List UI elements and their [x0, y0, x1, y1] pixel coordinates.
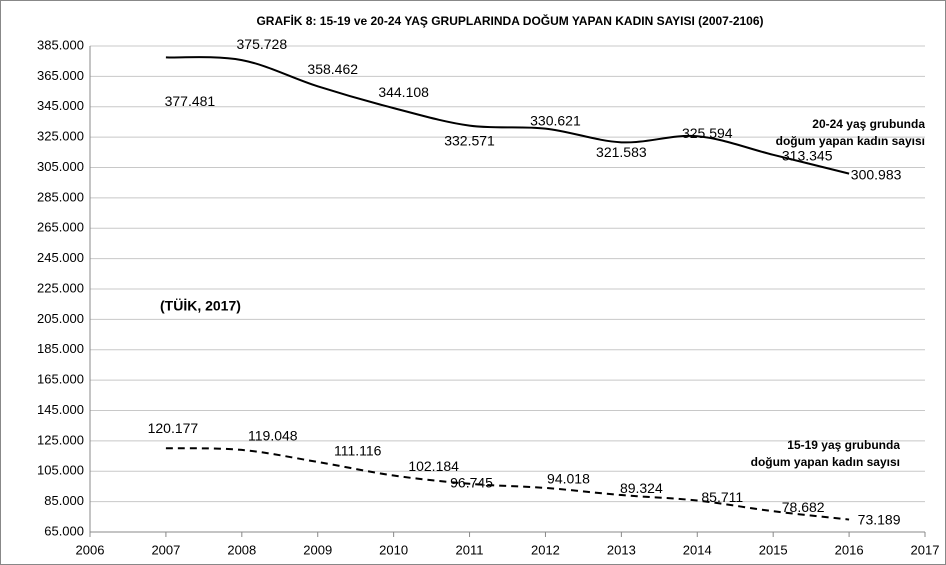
y-tick-label: 305.000	[37, 159, 84, 174]
data-label: 85.711	[701, 489, 743, 505]
series-name: 15-19 yaş grubunda doğum yapan kadın say…	[750, 438, 900, 469]
line-series	[165, 447, 850, 521]
data-label: 377.481	[165, 93, 216, 109]
y-tick-label: 225.000	[37, 280, 84, 295]
x-tick-label: 2016	[835, 542, 864, 557]
y-tick-label: 125.000	[37, 432, 84, 447]
data-label: 375.728	[237, 36, 288, 52]
line-series	[165, 56, 850, 175]
data-label: 330.621	[530, 112, 581, 128]
y-tick-label: 205.000	[37, 311, 84, 326]
y-tick-label: 65.000	[44, 523, 84, 538]
data-label: 73.189	[858, 511, 901, 527]
series-label: 20-24 yaş grubunda doğum yapan kadın say…	[775, 117, 925, 148]
x-tick-label: 2006	[76, 542, 105, 557]
x-tick-label: 2011	[456, 542, 484, 557]
y-tick-label: 145.000	[37, 402, 84, 417]
data-label: 358.462	[307, 61, 358, 77]
y-tick-label: 105.000	[37, 463, 84, 478]
y-tick-label: 165.000	[37, 372, 84, 387]
y-tick-label: 385.000	[37, 37, 84, 52]
y-tick-label: 85.000	[44, 493, 84, 508]
data-label: 120.177	[148, 420, 199, 436]
y-tick-label: 365.000	[37, 68, 84, 83]
data-label: 96.745	[450, 474, 493, 490]
data-label: 111.116	[334, 443, 382, 459]
x-tick-label: 2014	[683, 542, 712, 557]
y-tick-label: 325.000	[37, 129, 84, 144]
data-label: 325.594	[682, 125, 733, 141]
data-label: 102.184	[408, 458, 459, 474]
y-tick-label: 185.000	[37, 341, 84, 356]
chart-title: GRAFİK 8: 15-19 ve 20-24 YAŞ GRUPLARINDA…	[256, 13, 763, 28]
data-label: 344.108	[378, 84, 429, 100]
x-tick-label: 2007	[151, 542, 180, 557]
x-tick-label: 2010	[379, 542, 408, 557]
y-tick-label: 285.000	[37, 189, 84, 204]
annotation: (TÜİK, 2017)	[160, 298, 241, 314]
data-label: 78.682	[782, 499, 825, 515]
series-name: 20-24 yaş grubunda doğum yapan kadın say…	[775, 117, 925, 148]
data-label: 94.018	[547, 471, 590, 487]
x-tick-label: 2012	[531, 542, 560, 557]
data-label: 332.571	[444, 132, 495, 148]
data-label: 300.983	[851, 166, 902, 182]
x-tick-label: 2009	[303, 542, 332, 557]
data-label: 321.583	[596, 144, 647, 160]
data-label: 119.048	[248, 428, 298, 444]
y-tick-label: 345.000	[37, 98, 84, 113]
x-tick-label: 2015	[759, 542, 788, 557]
series-label: 15-19 yaş grubunda doğum yapan kadın say…	[750, 438, 900, 469]
data-label: 313.345	[782, 148, 833, 164]
y-tick-label: 265.000	[37, 220, 84, 235]
data-label: 89.324	[620, 480, 663, 496]
y-tick-label: 245.000	[37, 250, 84, 265]
x-tick-label: 2017	[911, 542, 940, 557]
x-tick-label: 2013	[607, 542, 636, 557]
x-tick-label: 2008	[227, 542, 256, 557]
